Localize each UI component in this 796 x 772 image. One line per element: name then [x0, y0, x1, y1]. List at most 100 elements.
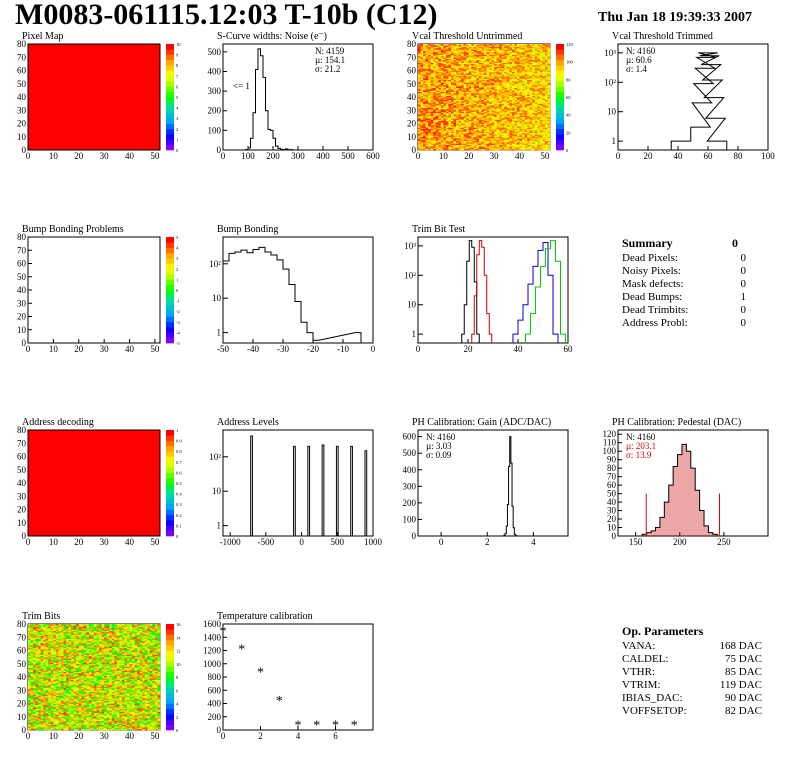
heatmap-cell [527, 65, 530, 67]
heatmap-cell [509, 130, 513, 132]
heatmap-cell [511, 103, 515, 106]
heatmap-cell [504, 100, 508, 103]
heatmap-cell [430, 47, 434, 50]
heatmap-cell [445, 136, 449, 139]
heatmap-cell [527, 116, 530, 119]
heatmap-cell [547, 89, 551, 91]
heatmap-cell [539, 67, 543, 70]
heatmap-cell [418, 107, 421, 110]
heatmap-cell [496, 66, 500, 69]
heatmap-cell [534, 144, 538, 147]
heatmap-cell [453, 132, 457, 135]
heatmap-cell [451, 126, 454, 128]
heatmap-cell [491, 93, 495, 95]
heatmap-cell [448, 139, 452, 142]
heatmap-cell [496, 122, 500, 124]
heatmap-cell [489, 132, 492, 135]
heatmap-cell [468, 95, 472, 98]
heatmap-cell [428, 85, 431, 87]
heatmap-cell [532, 120, 536, 123]
heatmap-cell [532, 79, 536, 82]
heatmap-cell [33, 718, 36, 720]
heatmap-cell [544, 61, 548, 63]
heatmap-cell [458, 112, 462, 115]
heatmap-cell [534, 69, 538, 71]
heatmap-cell [440, 74, 444, 77]
heatmap-cell [425, 78, 429, 81]
heatmap-cell [453, 120, 457, 123]
heatmap-cell [499, 103, 503, 106]
heatmap-cell [453, 148, 457, 151]
palette-swatch [556, 123, 564, 130]
heatmap-cell [519, 140, 523, 143]
heatmap-cell [481, 53, 485, 55]
heatmap-cell [456, 93, 459, 95]
heatmap-cell [463, 97, 467, 99]
heatmap-cell [527, 82, 530, 85]
heatmap-cell [486, 45, 490, 47]
heatmap-cell [529, 67, 533, 70]
y-tick-label: 500 [403, 448, 417, 458]
heatmap-cell [35, 718, 39, 720]
heatmap-cell [428, 82, 431, 85]
heatmap-cell [527, 104, 530, 107]
heatmap-cell [30, 651, 34, 654]
heatmap-cell [544, 103, 548, 106]
heatmap-cell [486, 144, 490, 147]
heatmap-cell [456, 50, 459, 53]
heatmap-cell [476, 62, 480, 65]
heatmap-cell [425, 128, 429, 131]
heatmap-cell [33, 655, 36, 658]
heatmap-cell [506, 130, 510, 132]
heatmap-cell [491, 83, 495, 86]
heatmap-cell [484, 103, 487, 106]
y-tick-label: 600 [403, 432, 417, 442]
heatmap-cell [544, 134, 548, 136]
heatmap-cell [489, 86, 492, 89]
heatmap-cell [501, 123, 505, 126]
heatmap-cell [496, 124, 500, 127]
heatmap-cell [466, 134, 470, 136]
heatmap-cell [544, 102, 548, 104]
heatmap-cell [539, 73, 543, 75]
heatmap-cell [448, 123, 452, 126]
heatmap-cell [494, 147, 497, 149]
heatmap-cell [425, 65, 429, 67]
heatmap-cell [445, 143, 449, 145]
heatmap-cell [544, 146, 548, 148]
summary-value: 0 [740, 317, 747, 329]
heatmap-cell [501, 61, 505, 63]
heatmap-cell [468, 57, 472, 59]
heatmap-cell [486, 115, 490, 118]
heatmap-cell [544, 114, 548, 116]
heatmap-cell [451, 91, 454, 94]
heatmap-cell [486, 44, 490, 46]
heatmap-cell [468, 87, 472, 90]
heatmap-cell [514, 104, 518, 107]
heatmap-cell [473, 59, 477, 62]
heatmap-cell [524, 81, 528, 83]
heatmap-cell [506, 127, 510, 130]
heatmap-cell [547, 124, 551, 127]
heatmap-cell [524, 130, 528, 132]
heatmap-cell [476, 102, 480, 104]
heatmap-cell [438, 83, 442, 86]
heatmap-cell [35, 646, 39, 649]
heatmap-cell [476, 95, 480, 98]
y-tick-label: 100 [403, 514, 417, 524]
heatmap-cell [489, 135, 492, 138]
heatmap-cell [425, 99, 429, 102]
heatmap-cell [35, 674, 39, 676]
heatmap-cell [501, 93, 505, 95]
heatmap-cell [509, 93, 513, 95]
heatmap-cell [445, 147, 449, 149]
heatmap-cell [529, 82, 533, 85]
heatmap-cell [499, 128, 503, 131]
page-date: Thu Jan 18 19:39:33 2007 [598, 10, 753, 25]
heatmap-cell [496, 103, 500, 106]
heatmap-cell [499, 91, 503, 94]
heatmap-cell [28, 624, 31, 626]
heatmap-cell [506, 47, 510, 50]
heatmap-cell [517, 144, 520, 147]
heatmap-cell [489, 134, 492, 136]
